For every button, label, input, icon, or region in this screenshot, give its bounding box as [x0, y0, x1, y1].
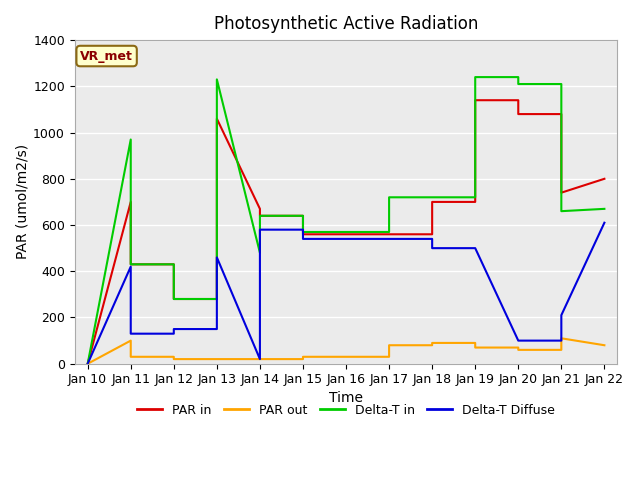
- Y-axis label: PAR (umol/m2/s): PAR (umol/m2/s): [15, 144, 29, 260]
- X-axis label: Time: Time: [329, 391, 363, 405]
- Legend: PAR in, PAR out, Delta-T in, Delta-T Diffuse: PAR in, PAR out, Delta-T in, Delta-T Dif…: [132, 399, 560, 422]
- Title: Photosynthetic Active Radiation: Photosynthetic Active Radiation: [214, 15, 478, 33]
- Text: VR_met: VR_met: [80, 49, 133, 62]
